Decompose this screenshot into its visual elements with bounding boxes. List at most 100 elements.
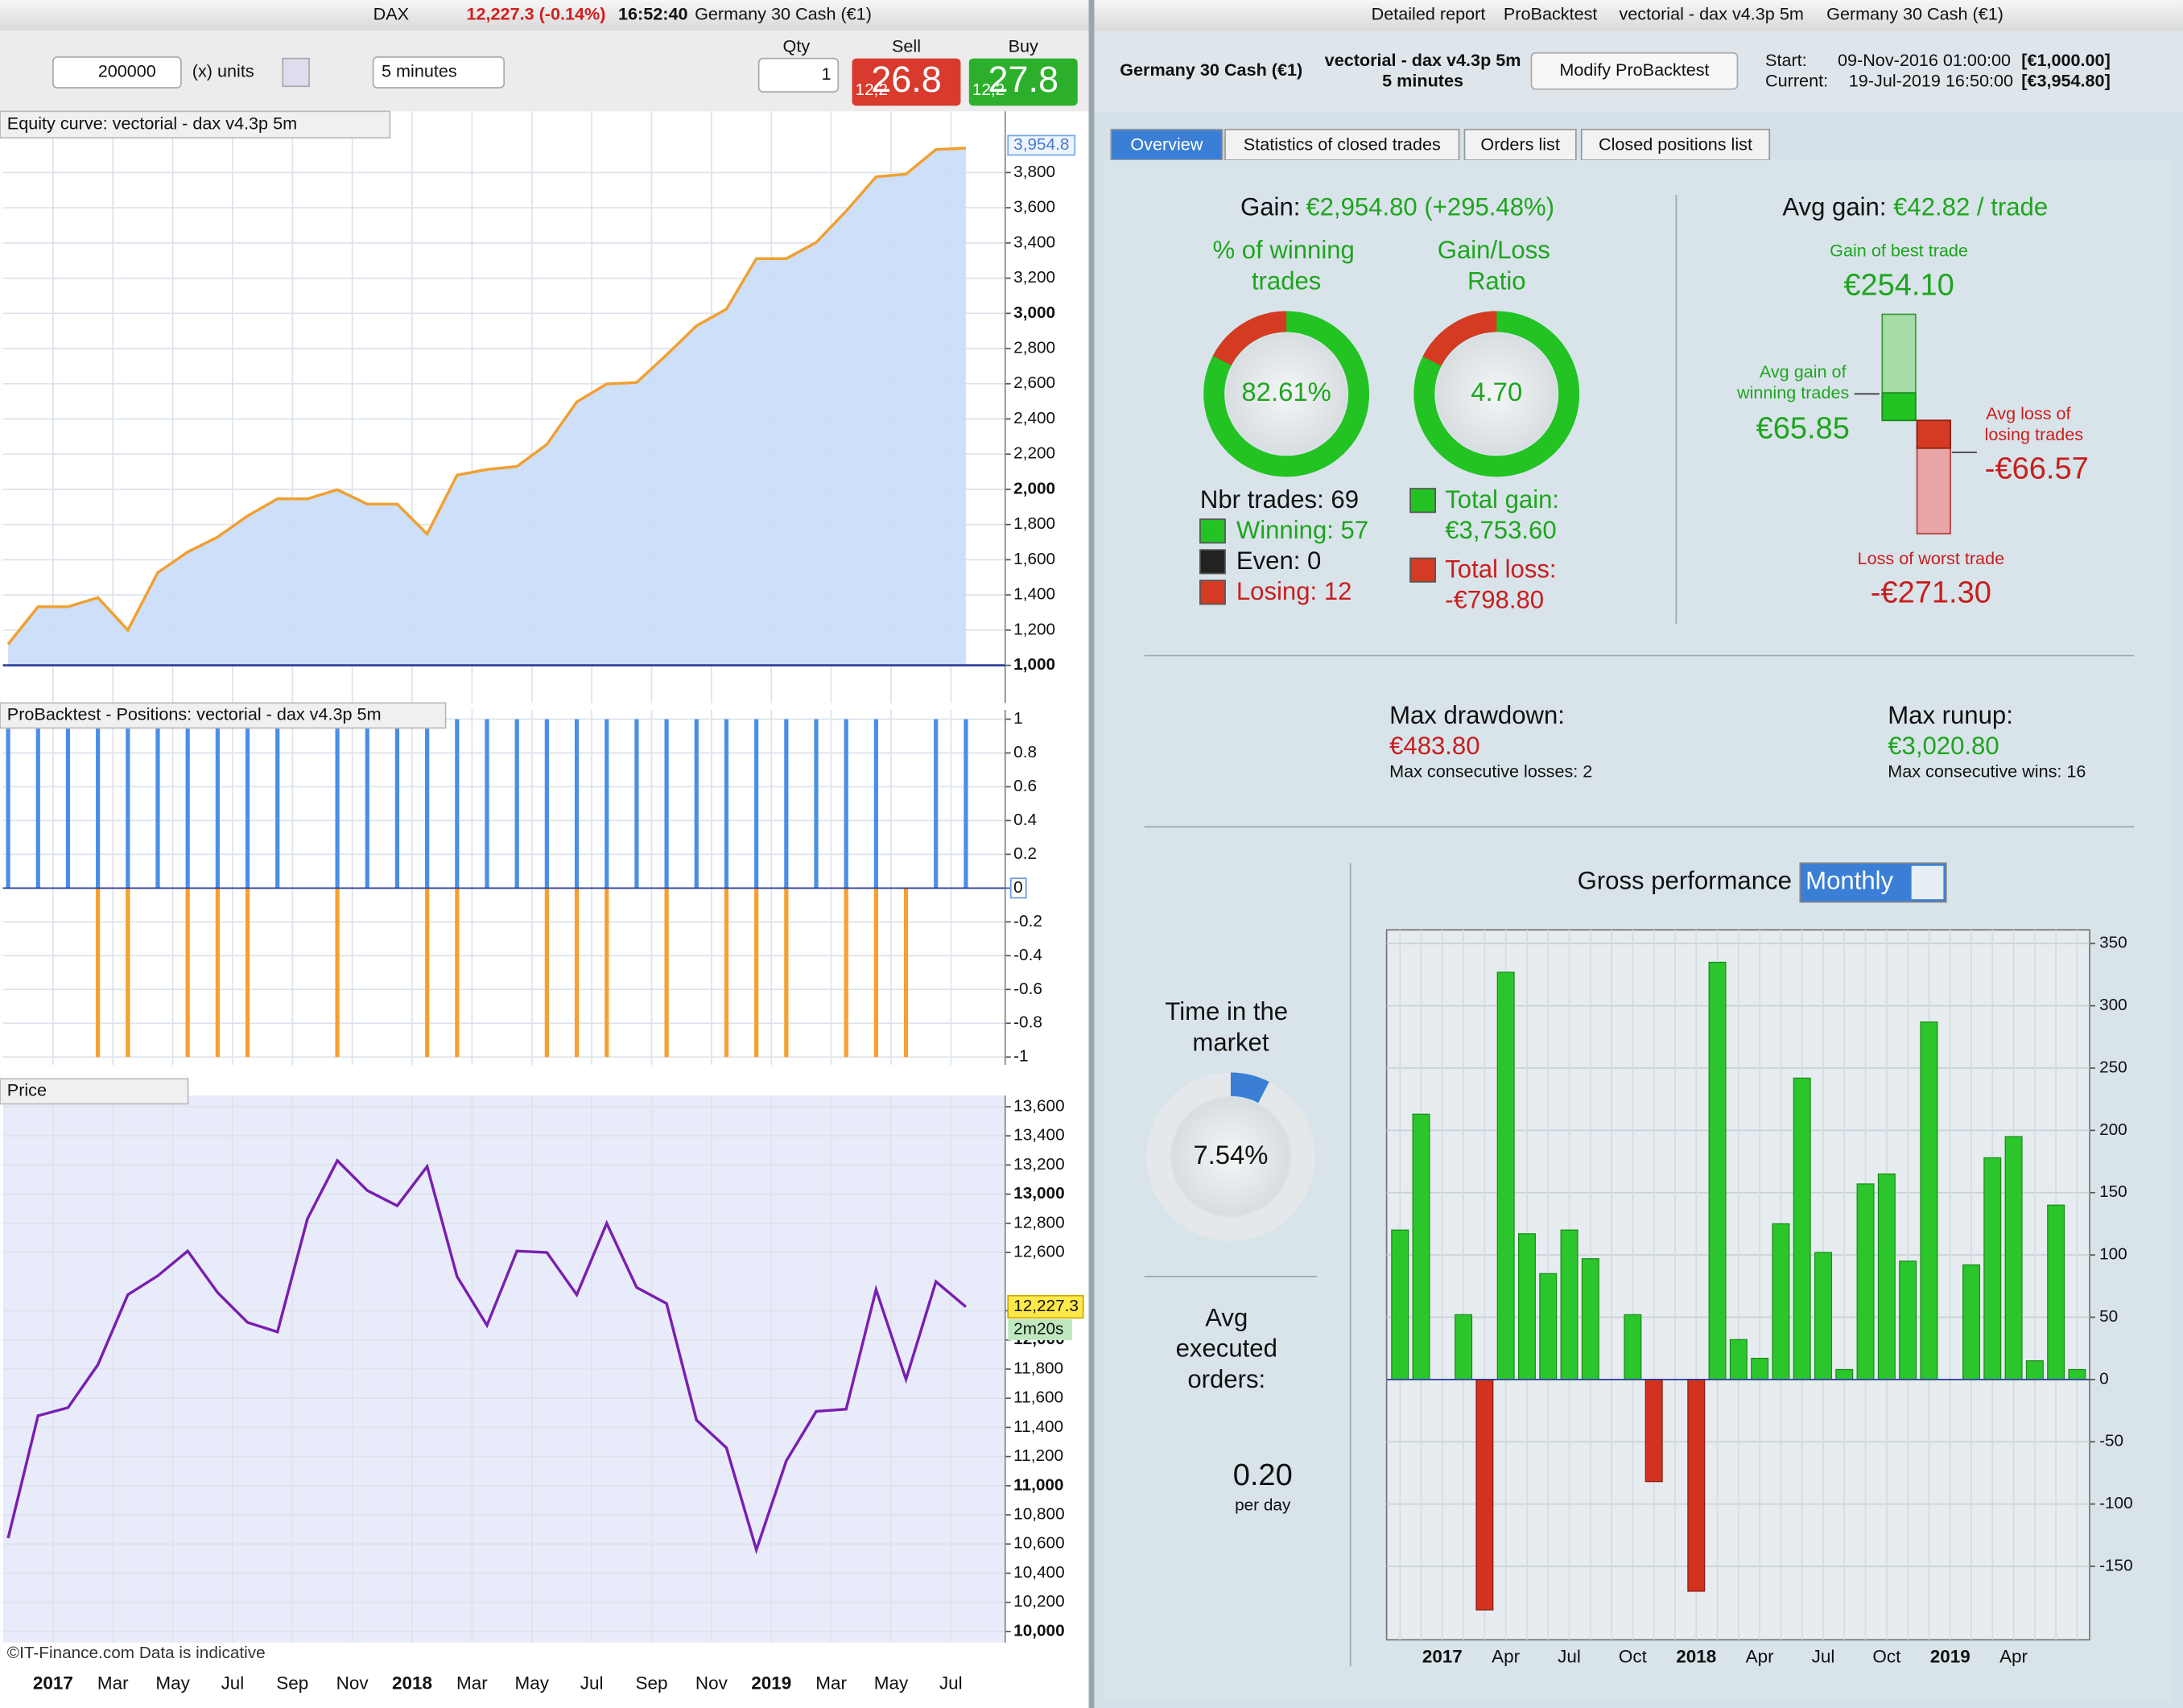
current-label: Current: xyxy=(1765,71,1828,91)
y-tick-label: 10,200 xyxy=(1013,1592,1064,1611)
x-tick-label: 2017 xyxy=(1422,1647,1463,1667)
qty-label: Qty xyxy=(783,36,811,56)
units-dropdown[interactable] xyxy=(282,57,310,88)
gain: €2,954.80 (+295.48%) xyxy=(1306,193,1554,221)
x-tick-label: Sep xyxy=(276,1673,308,1694)
worst-trade: -€271.30 xyxy=(1871,576,1991,610)
orders-title: orders: xyxy=(1187,1365,1265,1393)
y-tick-label: 0 xyxy=(2099,1369,2109,1388)
modify-button-label[interactable]: Modify ProBacktest xyxy=(1559,60,1709,80)
bar xyxy=(1835,1368,1854,1380)
position-bar xyxy=(394,719,400,889)
buy-price-small[interactable]: 12,2 xyxy=(972,80,1005,99)
position-bar xyxy=(425,888,430,1058)
position-bar xyxy=(844,719,848,889)
qty-input[interactable] xyxy=(757,57,840,93)
bar xyxy=(1962,1264,1980,1380)
price-line xyxy=(6,1158,968,1555)
ring-label: 82.61% xyxy=(1241,377,1331,406)
qty[interactable]: 1 xyxy=(822,64,832,84)
avg-loss-title: losing trades xyxy=(1985,424,2084,444)
current-tag xyxy=(1007,1294,1084,1319)
modify-button[interactable] xyxy=(1530,52,1739,90)
tab[interactable] xyxy=(1110,128,1224,161)
sell-button[interactable] xyxy=(852,58,961,106)
tab-label[interactable]: Statistics of closed trades xyxy=(1244,134,1441,154)
y-tick-label: 3,200 xyxy=(1013,268,1055,287)
position-bar xyxy=(544,888,549,1058)
bar xyxy=(1496,972,1515,1380)
timeframe-select[interactable] xyxy=(372,56,506,89)
position-bar xyxy=(425,719,430,889)
title-bar xyxy=(1094,0,2183,31)
worst-title: Loss of worst trade xyxy=(1858,548,2005,568)
winning-count: Winning: 57 xyxy=(1236,516,1368,544)
bar xyxy=(1475,1379,1494,1611)
chart-title: Gross performance xyxy=(1578,867,1792,895)
title-bar-item: ProBacktest xyxy=(1504,4,1598,24)
position-bar xyxy=(126,888,130,1058)
period[interactable]: Monthly xyxy=(1805,867,1893,895)
total-gain: €3,753.60 xyxy=(1445,516,1556,544)
position-bar xyxy=(455,888,460,1058)
y-tick-label: 10,400 xyxy=(1013,1563,1064,1582)
chart-title: Equity curve: vectorial - dax v4.3p 5m xyxy=(7,113,297,133)
avg-win-title: Avg gain of xyxy=(1760,361,1847,382)
x-tick-label: May xyxy=(515,1673,550,1694)
position-bar xyxy=(514,719,519,889)
x-tick-label: Apr xyxy=(1999,1647,2028,1667)
total-loss-label: Total loss: xyxy=(1445,555,1556,583)
tab-label[interactable]: Overview xyxy=(1130,134,1203,154)
sell-price-small[interactable]: 12,2 xyxy=(856,80,888,99)
tab-label[interactable]: Orders list xyxy=(1480,134,1559,154)
position-bar xyxy=(6,719,10,889)
bar xyxy=(1814,1252,1832,1380)
best-title: Gain of best trade xyxy=(1830,241,1968,261)
orders: 0.20 xyxy=(1233,1458,1293,1492)
y-tick-label: 2,800 xyxy=(1013,339,1055,357)
gain-label: Gain: xyxy=(1240,193,1300,221)
y-tick-label: 11,400 xyxy=(1013,1417,1063,1436)
x-tick-label: Jul xyxy=(1558,1647,1581,1667)
current-tag xyxy=(1007,134,1076,156)
tab[interactable] xyxy=(1463,128,1577,161)
ratio-title: Ratio xyxy=(1467,266,1526,295)
ring-hole xyxy=(1171,1097,1290,1216)
equity-area xyxy=(8,147,966,666)
tab-label[interactable]: Closed positions list xyxy=(1599,134,1752,154)
even-count: Even: 0 xyxy=(1236,547,1321,575)
sell-label: Sell xyxy=(892,36,921,56)
x-axis-bar xyxy=(0,1665,1089,1708)
instrument: Germany 30 Cash (€1) xyxy=(1120,60,1302,80)
units-select[interactable]: (x) units xyxy=(192,61,254,81)
position-bar xyxy=(664,719,669,889)
y-tick-label: 12,800 xyxy=(1013,1213,1064,1231)
trade-bar xyxy=(1881,392,1917,422)
y-tick-label: 0.2 xyxy=(1013,844,1037,863)
title-bar xyxy=(0,0,1089,31)
y-tick-label: -0.4 xyxy=(1013,946,1042,964)
start-value: [€1,000.00] xyxy=(2021,50,2111,70)
avg-win: €65.85 xyxy=(1756,411,1850,445)
x-tick-label: May xyxy=(155,1673,190,1694)
y-tick-label: 13,600 xyxy=(1013,1096,1064,1115)
sell-price[interactable]: 26.8 xyxy=(871,59,942,100)
timeframe[interactable]: 5 minutes xyxy=(382,61,457,81)
period-dropdown[interactable] xyxy=(1911,865,1944,900)
position-bar xyxy=(814,719,819,889)
position-bar xyxy=(185,888,190,1058)
amount[interactable]: 200000 xyxy=(98,61,156,81)
orders-title: executed xyxy=(1176,1335,1277,1363)
ratio-title: Gain/Loss xyxy=(1438,236,1550,264)
position-bar xyxy=(455,719,460,889)
amount-input[interactable] xyxy=(52,56,182,89)
buy-button[interactable] xyxy=(968,58,1078,106)
x-tick-label: 2018 xyxy=(1676,1647,1716,1667)
position-bar xyxy=(544,719,549,889)
buy-price[interactable]: 27.8 xyxy=(988,59,1059,100)
x-tick-label: Nov xyxy=(336,1673,369,1694)
bar xyxy=(1517,1233,1536,1380)
x-tick-label: Jul xyxy=(221,1673,245,1694)
x-tick-label: Oct xyxy=(1619,1647,1648,1667)
y-tick-label: 13,400 xyxy=(1013,1126,1064,1145)
